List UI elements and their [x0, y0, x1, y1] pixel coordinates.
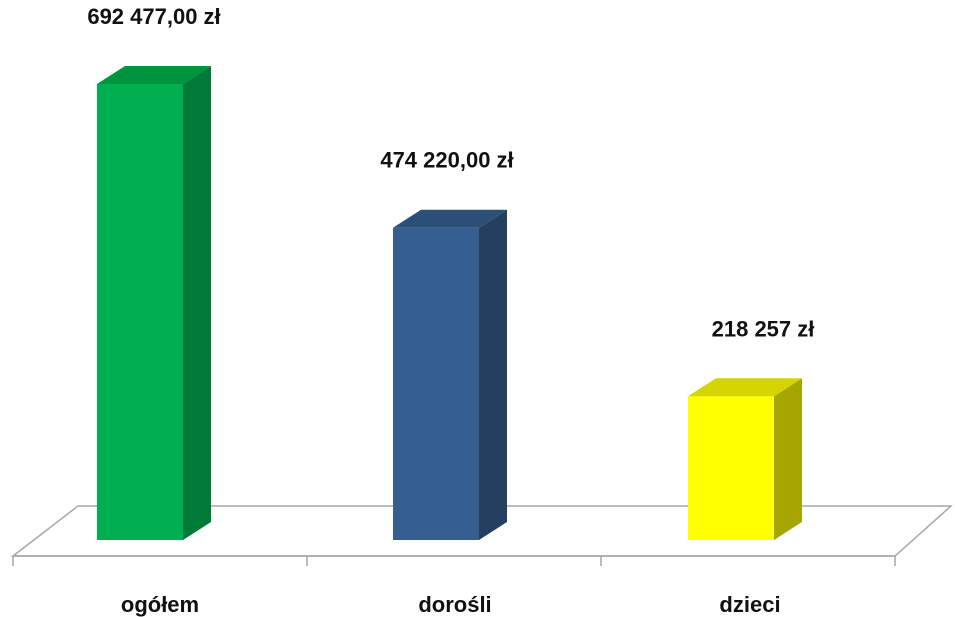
category-label-dzieci: dzieci: [719, 592, 780, 617]
data-label-ogolem: 692 477,00 zł: [87, 4, 220, 29]
bar-side-face: [183, 66, 211, 540]
bars-group: [97, 66, 802, 541]
category-label-ogolem: ogółem: [121, 592, 199, 617]
data-label-dorosli: 474 220,00 zł: [380, 148, 513, 173]
data-label-dzieci: 218 257 zł: [712, 316, 815, 341]
bar-side-face: [479, 209, 507, 541]
category-label-dorosli: dorośli: [418, 592, 491, 617]
x-axis-ticks: [12, 555, 896, 566]
bar-top-face: [688, 378, 802, 397]
bar-top-face: [393, 209, 507, 228]
bar-front-face: [97, 84, 183, 540]
bar-front-face: [393, 227, 479, 541]
bar-front-face: [688, 396, 774, 540]
bar-2: [688, 378, 802, 540]
bar-side-face: [774, 378, 802, 540]
bar-0: [97, 66, 211, 540]
bar-1: [393, 209, 507, 541]
bar-top-face: [97, 66, 211, 84]
